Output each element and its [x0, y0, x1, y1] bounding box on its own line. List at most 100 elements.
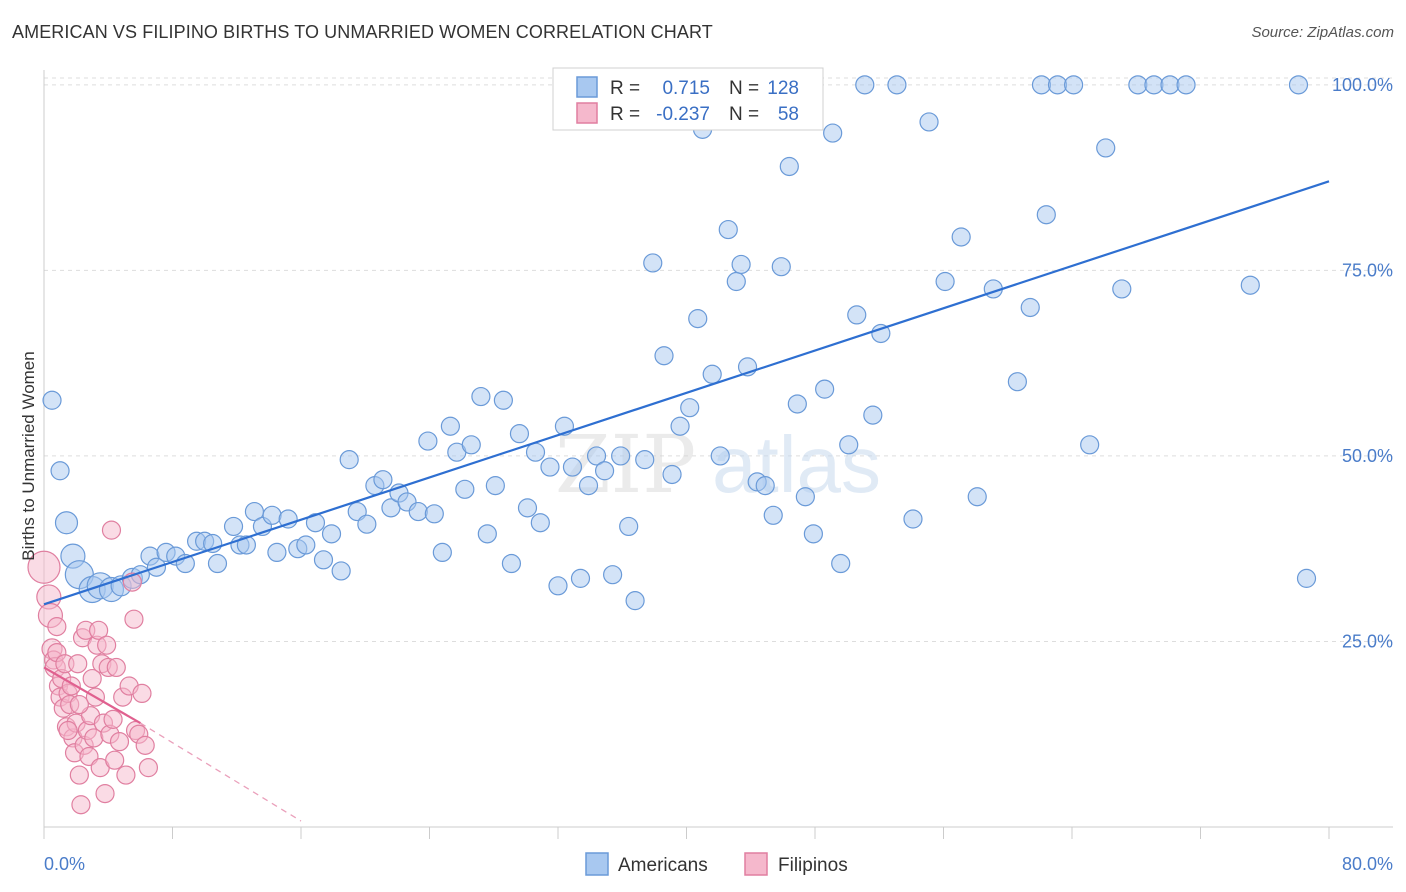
data-point-american — [432, 542, 452, 563]
data-point-american — [823, 123, 843, 143]
data-point-american — [643, 253, 663, 273]
data-point-american — [1112, 279, 1132, 299]
data-point-american — [509, 424, 530, 444]
data-point-filipino — [109, 732, 130, 752]
data-point-american — [903, 509, 923, 529]
legend: R = 0.715 N = 128 R = -0.237 N = 58 — [552, 67, 824, 131]
data-point-filipino — [103, 709, 123, 729]
y-tick-label: 100.0% — [1332, 75, 1393, 95]
data-point-american — [262, 505, 282, 525]
data-point-american — [863, 405, 883, 425]
data-point-american — [461, 435, 481, 455]
legend-r-value-americans: 0.715 — [662, 78, 710, 99]
data-point-filipino — [138, 758, 159, 778]
data-point-american — [702, 364, 722, 384]
x-tick-label-max: 80.0% — [1342, 854, 1393, 874]
y-tick-label: 25.0% — [1342, 631, 1393, 651]
bottom-legend-swatch-filipinos — [744, 852, 768, 876]
bottom-legend-label-americans: Americans — [618, 855, 708, 876]
data-point-american — [424, 504, 444, 524]
data-point-american — [1031, 75, 1052, 95]
data-point-american — [1007, 372, 1027, 392]
data-point-american — [313, 550, 334, 570]
data-point-american — [1080, 435, 1100, 455]
x-tick-label-min: 0.0% — [44, 854, 85, 874]
legend-swatch-americans — [576, 76, 598, 98]
data-point-american — [493, 390, 513, 410]
data-point-american — [485, 476, 505, 496]
bottom-legend: Americans Filipinos — [585, 852, 848, 876]
legend-n-label-filipinos: N = — [729, 104, 759, 125]
bottom-legend-swatch-americans — [585, 852, 609, 876]
data-point-american — [1144, 75, 1164, 95]
data-point-american — [455, 479, 475, 499]
data-point-american — [1160, 75, 1180, 95]
legend-r-value-filipinos: -0.237 — [656, 104, 710, 125]
data-point-filipino — [89, 620, 109, 640]
data-point-filipino — [105, 750, 125, 770]
data-point-american — [1047, 75, 1068, 95]
data-point-filipino — [27, 550, 61, 584]
data-point-american — [594, 461, 615, 481]
data-point-american — [919, 112, 939, 132]
data-point-american — [951, 227, 971, 247]
data-point-filipino — [116, 765, 136, 785]
data-point-filipino — [135, 735, 155, 755]
data-point-american — [803, 524, 823, 544]
series-filipinos — [27, 520, 159, 815]
grid — [44, 77, 1393, 642]
data-point-american — [710, 446, 730, 466]
y-tick-label: 50.0% — [1342, 446, 1393, 466]
data-point-american — [1036, 205, 1056, 225]
data-point-american — [42, 390, 62, 410]
legend-box — [552, 67, 824, 131]
data-point-american — [871, 323, 891, 344]
data-point-american — [548, 576, 568, 596]
data-point-american — [570, 568, 591, 588]
legend-n-value-filipinos: 58 — [778, 104, 799, 125]
data-point-american — [50, 461, 70, 481]
data-point-american — [731, 254, 751, 275]
data-point-american — [578, 476, 599, 496]
data-point-american — [635, 450, 655, 470]
data-point-filipino — [95, 784, 115, 804]
data-point-american — [755, 476, 775, 496]
legend-n-label-americans: N = — [729, 78, 759, 99]
data-point-american — [795, 487, 815, 507]
data-point-american — [654, 346, 674, 366]
data-point-filipino — [69, 765, 89, 785]
data-point-american — [530, 513, 550, 533]
data-point-american — [603, 565, 623, 585]
data-point-american — [787, 394, 807, 414]
data-point-filipino — [71, 795, 91, 815]
data-point-american — [525, 442, 546, 462]
data-point-american — [517, 498, 538, 518]
data-point-american — [887, 75, 907, 95]
data-point-american — [815, 379, 835, 399]
data-point-american — [855, 75, 875, 95]
data-point-filipino — [58, 720, 78, 741]
data-point-american — [1176, 75, 1196, 95]
data-point-american — [619, 516, 639, 537]
data-point-american — [54, 511, 79, 535]
data-point-american — [305, 513, 326, 533]
data-point-american — [373, 470, 393, 490]
data-point-american — [1128, 75, 1148, 95]
y-tick-labels: 25.0% 50.0% 75.0% 100.0% — [1332, 75, 1393, 652]
data-point-american — [763, 505, 783, 525]
data-point-american — [967, 487, 987, 507]
data-point-american — [331, 561, 351, 581]
data-point-filipino — [97, 635, 117, 655]
data-point-filipino — [69, 694, 89, 715]
data-point-filipino — [82, 668, 102, 689]
trend-line-filipinos-extension — [140, 722, 302, 822]
data-point-american — [625, 591, 645, 611]
trend-lines — [43, 180, 1330, 822]
data-point-american — [440, 416, 460, 436]
y-tick-label: 75.0% — [1342, 260, 1393, 280]
data-point-american — [831, 553, 851, 574]
data-point-american — [1240, 275, 1260, 295]
data-point-american — [680, 398, 700, 418]
data-point-american — [839, 435, 859, 455]
data-point-american — [562, 457, 583, 477]
